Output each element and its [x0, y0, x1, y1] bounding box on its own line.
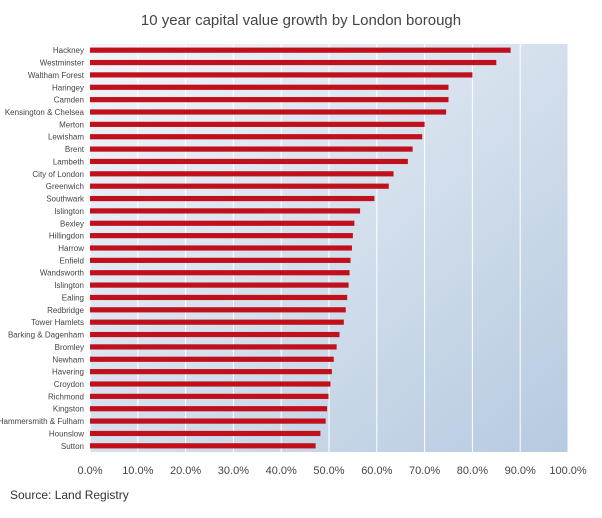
category-label: Harrow: [58, 244, 84, 253]
x-tick-label: 80.0%: [457, 465, 488, 477]
bar: [90, 220, 355, 226]
bar: [90, 331, 340, 338]
bar: [90, 406, 328, 412]
category-label: Lewisham: [48, 133, 84, 142]
bar: [90, 294, 348, 301]
category-label: Redbridge: [47, 306, 84, 315]
category-label: Merton: [59, 120, 84, 129]
category-label: Sutton: [61, 442, 84, 451]
category-label: Hounslow: [49, 429, 84, 438]
bar: [90, 344, 337, 350]
bar: [90, 282, 349, 288]
category-label: Enfield: [60, 256, 84, 265]
bar: [90, 134, 423, 140]
category-label: Bexley: [60, 219, 84, 228]
bar: [90, 208, 361, 214]
bar: [90, 393, 329, 399]
bar: [90, 356, 334, 362]
category-label: City of London: [32, 170, 84, 179]
bar: [90, 47, 511, 53]
bar: [90, 307, 346, 313]
x-tick-label: 100.0%: [549, 465, 587, 477]
category-label: Camden: [54, 96, 84, 105]
bar: [90, 443, 316, 449]
category-label: Waltham Forest: [28, 71, 85, 80]
bar: [90, 158, 408, 165]
bar: [90, 369, 332, 375]
category-label: Islington: [54, 281, 84, 290]
category-label: Kensington & Chelsea: [5, 108, 85, 117]
x-tick-label: 40.0%: [266, 465, 297, 477]
category-label: Brent: [65, 145, 85, 154]
category-label: Westminster: [40, 59, 85, 68]
category-label: Hammersmith & Fulham: [0, 417, 84, 426]
x-tick-label: 60.0%: [361, 465, 392, 477]
bar: [90, 270, 350, 276]
bar: [90, 84, 449, 90]
bar: [90, 97, 449, 103]
x-tick-label: 90.0%: [505, 465, 536, 477]
x-axis-ticks: 0.0% 10.0% 20.0% 30.0% 40.0% 50.0% 60.0% 70.0% 8…: [77, 465, 586, 477]
category-labels: Hackney Westminster Waltham Forest Haringey…: [0, 46, 85, 451]
bar: [90, 72, 473, 78]
category-label: Barking & Dagenham: [8, 331, 84, 340]
bar: [90, 233, 353, 239]
category-label: Islington: [54, 207, 84, 216]
bar: [90, 146, 413, 152]
x-tick-label: 50.0%: [313, 465, 344, 477]
source-note: Source: Land Registry: [10, 488, 129, 502]
bar: [90, 245, 352, 251]
bar: [90, 418, 326, 424]
bar: [90, 121, 425, 127]
bar: [90, 319, 344, 325]
bar: [90, 381, 331, 387]
bar: [90, 257, 351, 263]
x-tick-label: 70.0%: [409, 465, 440, 477]
x-tick-label: 10.0%: [122, 465, 153, 477]
bar-series: [90, 47, 511, 449]
bar: [90, 183, 389, 189]
bar: [90, 171, 394, 177]
category-label: Croydon: [54, 380, 84, 389]
x-tick-label: 30.0%: [218, 465, 249, 477]
category-label: Newham: [52, 355, 84, 364]
category-label: Southwark: [46, 195, 85, 204]
category-label: Greenwich: [46, 182, 84, 191]
category-label: Haringey: [52, 83, 84, 92]
category-label: Hackney: [53, 46, 84, 55]
x-tick-label: 20.0%: [170, 465, 201, 477]
category-label: Lambeth: [53, 157, 84, 166]
chart-title: 10 year capital value growth by London b…: [140, 12, 462, 29]
category-label: Hillingdon: [49, 232, 84, 241]
category-label: Wandsworth: [40, 269, 84, 278]
category-label: Kingston: [53, 405, 84, 414]
category-label: Ealing: [62, 293, 84, 302]
x-tick-label: 0.0%: [77, 465, 102, 477]
category-label: Tower Hamlets: [31, 318, 84, 327]
bar: [90, 430, 321, 437]
bar: [90, 109, 447, 115]
category-label: Bromley: [55, 343, 84, 352]
bar: [90, 195, 375, 202]
bar: [90, 59, 497, 66]
category-label: Havering: [52, 368, 84, 377]
category-label: Richmond: [48, 392, 84, 401]
